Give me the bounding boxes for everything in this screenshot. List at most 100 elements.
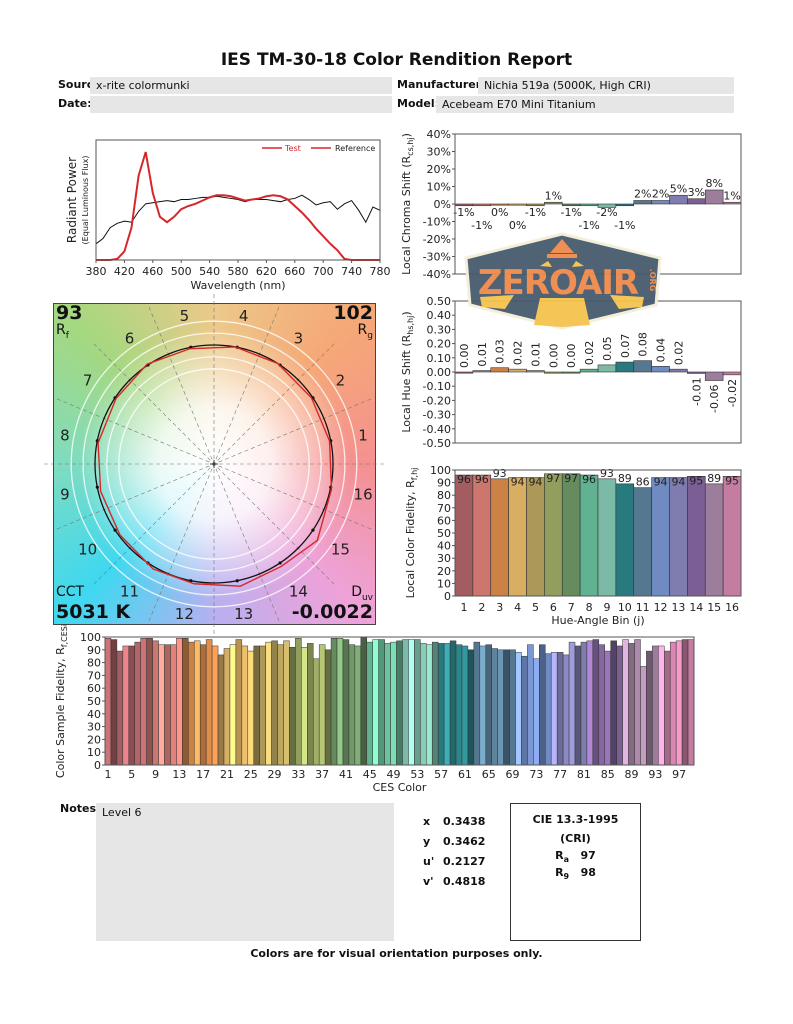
x-tick-label: 37 [315, 768, 329, 781]
x-tick-label: 97 [672, 768, 686, 781]
fidelity-bar [687, 475, 706, 597]
ces-bar [390, 641, 397, 766]
ces-bar [372, 639, 379, 766]
fidelity-bar-label: 89 [707, 472, 721, 485]
ces-bar [420, 643, 427, 766]
logo-ray [610, 295, 644, 309]
fidelity-bar-label: 96 [457, 473, 471, 486]
y-label-sub: cs,hj [406, 137, 415, 155]
ces-bar [312, 658, 320, 766]
y-tick-label: -20% [423, 233, 451, 246]
hue-bin-label: 3 [294, 330, 304, 348]
notes-field[interactable]: Level 6 [96, 803, 394, 941]
x-tick-label: 7 [568, 601, 575, 614]
manufacturer-label: Manufacturer: [397, 78, 486, 91]
hue-bar-label: 0.01 [476, 342, 489, 367]
hue-bar [687, 371, 706, 374]
chroma-bar-label: -1% [578, 219, 599, 232]
ces-bar [568, 641, 576, 766]
ces-bar [170, 644, 177, 766]
ces-bar [408, 639, 415, 766]
x-tick-label: 77 [553, 768, 567, 781]
hue-bin-label: 14 [289, 582, 308, 600]
x-tick-label: 73 [529, 768, 543, 781]
ces-bar [384, 643, 391, 766]
y-tick-label: -40% [423, 268, 451, 281]
y-label-sub: hs,hj [406, 316, 415, 335]
chroma-bar [544, 201, 563, 205]
hue-bar [579, 368, 599, 373]
rg-label: Rg [357, 322, 373, 341]
ces-bar [634, 639, 641, 766]
y-tick-label: 20 [87, 733, 101, 746]
hue-bin-label: 9 [60, 486, 70, 504]
ces-bar [574, 645, 582, 766]
hue-bin-label: 16 [354, 486, 373, 504]
y-label-main: Local Hue Shift (R [400, 334, 413, 432]
hue-bar [472, 370, 492, 373]
chromaticity-row: v' 0.4818 [423, 875, 503, 895]
hue-bar-label: 0.08 [637, 332, 650, 357]
ces-bar [545, 653, 552, 766]
ces-bar [301, 646, 308, 766]
ces-bar [396, 640, 403, 766]
x-tick-label: 10 [618, 601, 632, 614]
logo-ray [572, 261, 584, 267]
fidelity-bar [561, 473, 581, 597]
hue-bin-label: 1 [358, 426, 368, 444]
hue-bin-label: 8 [60, 426, 70, 444]
ces-bar [556, 652, 564, 766]
ces-bar [402, 639, 409, 766]
y-tick-label: 100 [430, 464, 451, 477]
fidelity-bar-label: 96 [475, 473, 489, 486]
cie-subtitle: (CRI) [560, 832, 591, 845]
ces-bar [610, 640, 617, 766]
grid-ring [106, 356, 322, 572]
ces-bar [640, 666, 647, 766]
hue-bar [722, 371, 742, 376]
x-tick-label: 9 [603, 601, 610, 614]
x-tick-label: 620 [256, 265, 277, 278]
ces-bar [176, 638, 183, 766]
ces-bar [211, 645, 219, 766]
ces-bar [330, 638, 338, 766]
fidelity-bar [454, 474, 474, 597]
x-tick-label: 580 [228, 265, 249, 278]
hue-bar-label: -0.01 [690, 377, 703, 405]
y-label-main: Local Chroma Shift (R [400, 155, 413, 274]
hue-bar [508, 368, 527, 373]
y-tick-label: 10 [87, 746, 101, 759]
x-tick-label: 5 [532, 601, 539, 614]
hue-bin-label: 2 [336, 372, 346, 390]
fidelity-bar [526, 477, 545, 597]
chroma-bar-label: 1% [723, 189, 740, 202]
y-tick-label: 0.20 [427, 338, 452, 351]
y-tick-label: 0.50 [427, 295, 452, 308]
date-field[interactable] [90, 96, 392, 113]
ces-bar [134, 641, 141, 766]
ces-bar [265, 641, 272, 766]
chromaticity-row: u' 0.2127 [423, 855, 503, 875]
y-tick-label: 20 [437, 565, 451, 578]
model-field[interactable]: Acebeam E70 Mini Titanium [436, 96, 734, 113]
x-tick-label: 12 [654, 601, 668, 614]
x-axis-label: Hue-Angle Bin (j) [551, 614, 644, 627]
y-tick-label: 80 [87, 657, 101, 670]
ces-bar [675, 640, 683, 766]
grid-ring [70, 320, 358, 608]
ces-bar [455, 644, 463, 766]
y-tick-label: 30 [87, 721, 101, 734]
hue-bin-label: 6 [125, 330, 135, 348]
x-axis-label: CES Color [373, 781, 427, 794]
source-field[interactable]: x-rite colormunki [90, 77, 392, 94]
y-tick-label: 50 [437, 527, 451, 540]
ces-bar [580, 641, 588, 766]
report-title: IES TM-30-18 Color Rendition Report [220, 50, 573, 70]
y-tick-label: -10% [423, 216, 451, 229]
manufacturer-field[interactable]: Nichia 519a (5000K, High CRI) [478, 77, 734, 94]
fidelity-bar [704, 483, 724, 597]
fidelity-bar [579, 474, 599, 597]
ces-bar [158, 644, 165, 766]
ces-bar [527, 644, 534, 766]
